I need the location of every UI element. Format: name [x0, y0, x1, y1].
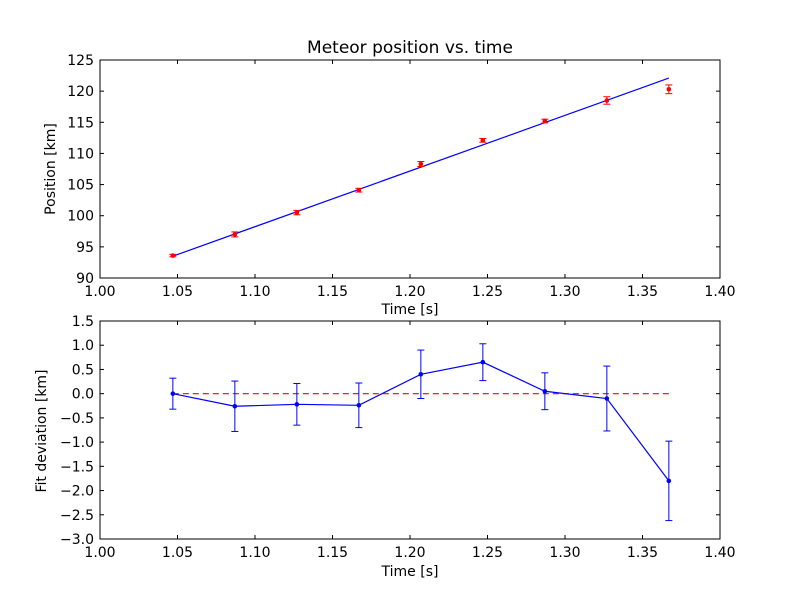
- x-tick-label: 1.20: [394, 545, 425, 561]
- x-tick-label: 1.05: [162, 284, 193, 300]
- y-tick-label: −2.0: [60, 484, 94, 500]
- data-point: [604, 396, 610, 401]
- data-point: [480, 359, 486, 365]
- y-tick-label: 125: [67, 53, 94, 69]
- y-tick-label: 1.0: [72, 338, 94, 354]
- data-point: [666, 478, 672, 484]
- y-tick-label: 110: [67, 146, 94, 162]
- x-tick-label: 1.00: [84, 284, 115, 300]
- x-tick-label: 1.30: [549, 545, 580, 561]
- y-axis-label-top: Position [km]: [43, 123, 59, 215]
- data-point: [666, 86, 672, 92]
- x-tick-label: 1.10: [239, 545, 270, 561]
- x-axis-label-bottom: Time [s]: [381, 564, 439, 580]
- data-point: [356, 187, 362, 193]
- y-axis-label-bottom: Fit deviation [km]: [34, 369, 50, 492]
- data-point: [604, 98, 610, 103]
- data-point: [294, 402, 300, 407]
- y-tick-label: 100: [67, 209, 94, 225]
- position-plot-area: 1.00 1.05 1.10 1.15 1.20 1.25 1.30 1.35 1.40 90 95…: [67, 53, 735, 300]
- y-tick-label: 0.5: [72, 362, 94, 378]
- x-tick-label: 1.25: [472, 284, 503, 300]
- data-point: [356, 402, 362, 408]
- x-tick-label: 1.40: [704, 545, 735, 561]
- data-point: [170, 391, 176, 396]
- x-tick-label: 1.30: [549, 284, 580, 300]
- data-point: [232, 232, 238, 237]
- y-tick-label: −2.5: [60, 508, 94, 524]
- axes-frame: [99, 59, 721, 279]
- data-point: [542, 118, 548, 124]
- data-point: [418, 161, 424, 167]
- y-tick-label: 115: [67, 115, 94, 131]
- x-tick-label: 1.15: [317, 284, 348, 300]
- y-tick-label: 1.5: [72, 314, 94, 330]
- x-tick-label: 1.10: [239, 284, 270, 300]
- chart-title: Meteor position vs. time: [307, 38, 513, 58]
- x-tick-label: 1.35: [627, 545, 658, 561]
- y-tick-label: −3.0: [60, 532, 94, 548]
- x-tick-label: 1.15: [317, 545, 348, 561]
- x-tick-label: 1.05: [162, 545, 193, 561]
- x-tick-label: 1.25: [472, 545, 503, 561]
- data-point: [418, 371, 424, 377]
- y-tick-label: −1.0: [60, 435, 94, 451]
- x-tick-label: 1.40: [704, 284, 735, 300]
- y-tick-label: −1.5: [60, 459, 94, 475]
- deviation-plot-area: 1.00 1.05 1.10 1.15 1.20 1.25 1.30 1.35 1.40 −3.0…: [60, 314, 736, 561]
- y-tick-label: 95: [76, 240, 94, 256]
- position-chart: Meteor position vs. time 1.00 1.05 1.10 1.1…: [43, 38, 736, 318]
- y-tick-label: 120: [67, 84, 94, 100]
- x-tick-label: 1.35: [627, 284, 658, 300]
- x-tick-label: 1.20: [394, 284, 425, 300]
- y-tick-label: 90: [76, 271, 94, 287]
- y-tick-label: 105: [67, 178, 94, 194]
- axes-frame: [99, 320, 721, 540]
- x-tick-label: 1.00: [84, 545, 115, 561]
- deviation-chart: 1.00 1.05 1.10 1.15 1.20 1.25 1.30 1.35 1.40 −3.0…: [34, 314, 736, 580]
- x-axis-label-top: Time [s]: [381, 302, 439, 318]
- fit-line: [172, 77, 670, 257]
- data-point: [480, 138, 486, 143]
- data-point: [542, 388, 548, 394]
- y-tick-label: 0.0: [72, 387, 94, 403]
- data-point: [170, 253, 176, 258]
- y-tick-label: −0.5: [60, 411, 94, 427]
- data-point: [232, 403, 238, 409]
- data-point: [294, 210, 300, 215]
